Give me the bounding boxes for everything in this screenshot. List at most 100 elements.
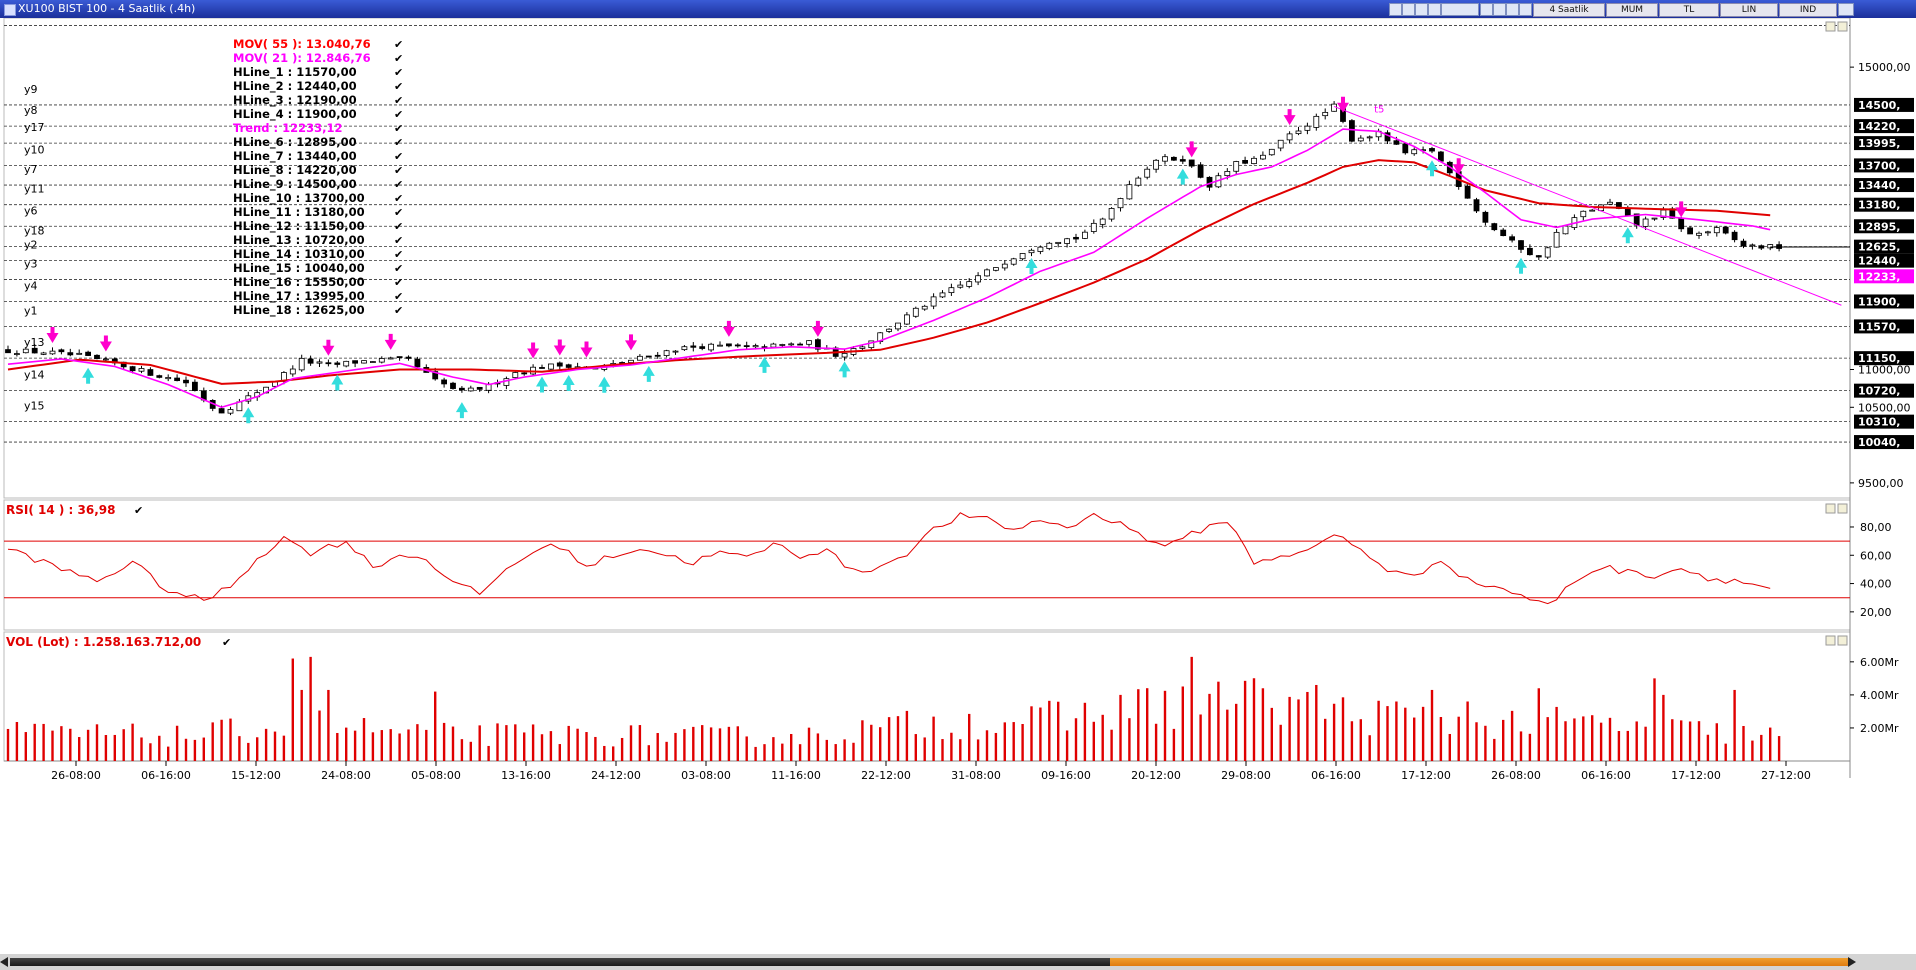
- toolbar-icon-data[interactable]: [1402, 3, 1415, 16]
- volume-bar: [327, 689, 330, 761]
- hline-name-label: y3: [24, 258, 38, 271]
- buy-signal-icon: [331, 374, 344, 391]
- volume-bar: [629, 725, 633, 761]
- candle-body: [1357, 137, 1364, 142]
- volume-bar: [923, 737, 926, 761]
- volume-bar: [1430, 689, 1434, 761]
- toolbar-icon-line[interactable]: [1493, 3, 1506, 16]
- toolbar-icon-print[interactable]: [1415, 3, 1428, 16]
- legend-entry: HLine_12 : 11150,00: [233, 219, 365, 234]
- candle-body: [1117, 198, 1124, 209]
- volume-bar: [1261, 688, 1265, 761]
- toolbar-icon-info[interactable]: [1519, 3, 1532, 16]
- toolbar-icon-save[interactable]: [1428, 3, 1441, 16]
- volume-bar: [754, 746, 757, 761]
- x-tick-label: 22-12:00: [861, 769, 911, 782]
- volume-bar: [1769, 727, 1772, 761]
- legend-entry: HLine_15 : 10040,00: [233, 261, 365, 276]
- x-tick-label: 09-16:00: [1041, 769, 1091, 782]
- volume-bar: [558, 744, 561, 761]
- volume-bar: [1555, 706, 1558, 761]
- candle-body: [1518, 240, 1524, 250]
- candle-body: [734, 344, 741, 347]
- volume-bar: [469, 741, 472, 761]
- volume-bar: [798, 744, 802, 761]
- scroll-thumb[interactable]: [10, 958, 1110, 966]
- price-tag-bg: [1854, 435, 1914, 450]
- volume-bar: [1519, 731, 1523, 761]
- horizontal-scrollbar[interactable]: [0, 954, 1916, 970]
- toolbar-indicator-button[interactable]: IND: [1779, 3, 1837, 17]
- legend-check-icon: ✔: [394, 52, 403, 65]
- candle-body: [129, 366, 136, 372]
- volume-bar: [167, 746, 170, 761]
- volume-bar: [1413, 717, 1416, 761]
- legend-entry: HLine_7 : 13440,00: [233, 149, 357, 164]
- volume-bar: [425, 729, 428, 761]
- volume-bar: [1635, 721, 1638, 761]
- legend-check-icon: ✔: [394, 136, 403, 149]
- minimize-icon[interactable]: [1838, 3, 1854, 16]
- volume-bar: [718, 728, 722, 761]
- candle-body: [1064, 238, 1070, 244]
- sell-signal-icon: [322, 339, 335, 356]
- volume-y-label: 4.00Mr: [1860, 689, 1899, 702]
- buy-signal-icon: [1621, 227, 1634, 244]
- x-tick-label: 06-16:00: [141, 769, 191, 782]
- toolbar-period-button[interactable]: 4 Saatlik: [1533, 3, 1605, 17]
- candle-body: [752, 345, 759, 348]
- candle-body: [1580, 210, 1587, 218]
- legend-check-icon: ✔: [394, 178, 403, 191]
- volume-bar: [772, 737, 775, 761]
- candle-body: [316, 361, 323, 364]
- volume-bar: [1608, 717, 1612, 761]
- scroll-left-icon[interactable]: [0, 957, 8, 967]
- x-tick-label: 29-08:00: [1221, 769, 1271, 782]
- volume-bar: [380, 730, 383, 761]
- volume-bar: [638, 725, 642, 761]
- candle-body: [921, 305, 928, 310]
- volume-bar: [1030, 706, 1033, 761]
- volume-bar: [1742, 725, 1745, 761]
- volume-bar: [416, 724, 419, 761]
- rsi-y-label: 60,00: [1860, 549, 1892, 562]
- candle-body: [717, 344, 723, 347]
- volume-bar: [1226, 709, 1229, 761]
- toolbar-icon-draw[interactable]: [1480, 3, 1493, 16]
- window-menu-icon[interactable]: [4, 4, 16, 16]
- candle-body: [726, 343, 732, 347]
- volume-bar: [309, 656, 312, 761]
- volume-bar: [1039, 707, 1042, 761]
- candle-body: [58, 349, 65, 353]
- candle-body: [1473, 199, 1480, 212]
- toolbar-candle-button[interactable]: MUM: [1606, 3, 1658, 17]
- x-tick-label: 24-12:00: [591, 769, 641, 782]
- sell-signal-icon: [1452, 158, 1465, 175]
- volume-bar: [1021, 724, 1024, 761]
- volume-bar: [1466, 701, 1469, 761]
- scroll-right-icon[interactable]: [1848, 957, 1856, 967]
- price-tag: 13180,: [1858, 199, 1900, 212]
- candle-body: [886, 328, 892, 332]
- toolbar-scale-button[interactable]: LIN: [1720, 3, 1778, 17]
- sell-signal-icon: [580, 341, 593, 358]
- legend-entry: MOV( 55 ): 13.040,76: [233, 37, 371, 51]
- rsi-y-label: 20,00: [1860, 606, 1892, 619]
- volume-bar: [1671, 719, 1674, 761]
- candle-body: [548, 363, 554, 370]
- volume-bar: [193, 739, 197, 761]
- volume-bar: [238, 736, 241, 761]
- volume-bar: [478, 725, 481, 761]
- toolbar-icon-chart[interactable]: [1389, 3, 1402, 16]
- x-tick-label: 27-12:00: [1761, 769, 1811, 782]
- legend-entry: HLine_8 : 14220,00: [233, 163, 357, 178]
- price-tag: 11570,: [1858, 320, 1900, 333]
- toolbar-icon-zoom[interactable]: [1506, 3, 1519, 16]
- volume-bar: [1092, 721, 1095, 761]
- toolbar-currency-button[interactable]: TL: [1659, 3, 1719, 17]
- volume-bar: [398, 733, 401, 761]
- toolbar-icon-settings[interactable]: [1441, 3, 1479, 16]
- candle-body: [779, 344, 786, 346]
- price-tag: 10040,: [1858, 436, 1900, 449]
